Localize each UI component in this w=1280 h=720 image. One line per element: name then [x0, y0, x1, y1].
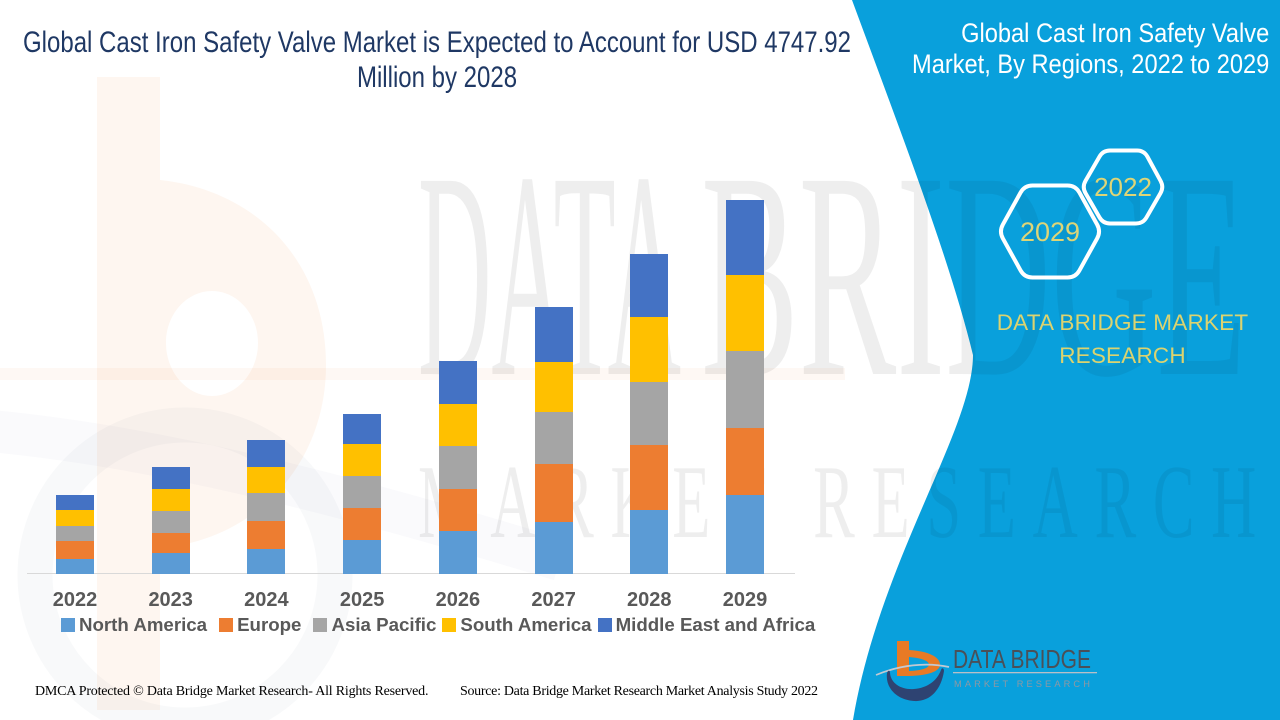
svg-text:BRIDGE: BRIDGE — [701, 111, 1246, 438]
svg-text:2029: 2029 — [1020, 217, 1080, 247]
svg-text:2022: 2022 — [1094, 172, 1152, 202]
svg-text:MARKET RESEARCH: MARKET RESEARCH — [954, 679, 1093, 689]
svg-text:DATA BRIDGE: DATA BRIDGE — [953, 644, 1091, 674]
